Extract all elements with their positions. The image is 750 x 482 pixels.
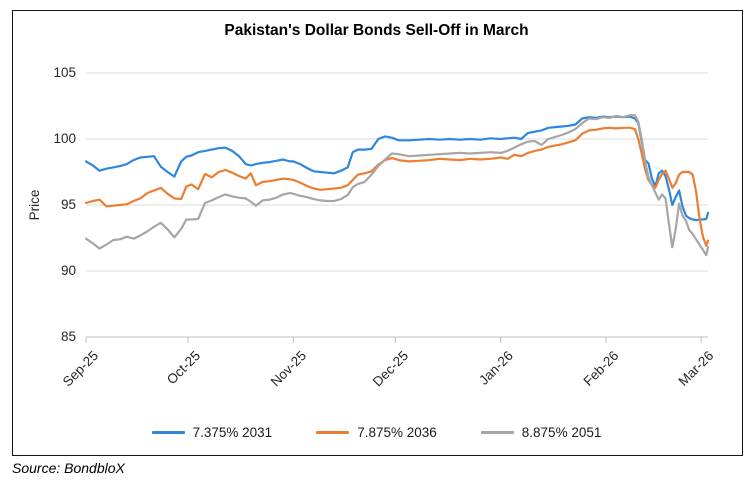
series-line-1 <box>84 115 710 222</box>
legend-item-2: 7.875% 2036 <box>316 425 437 440</box>
legend-label: 8.875% 2051 <box>521 425 602 440</box>
y-tick-label: 85 <box>60 329 76 344</box>
chart-title: Pakistan's Dollar Bonds Sell-Off in Marc… <box>224 22 529 39</box>
y-tick-label: 90 <box>60 263 76 278</box>
source-note: Source: BondbloX <box>12 460 125 476</box>
y-tick-label: 100 <box>53 131 76 146</box>
legend-label: 7.375% 2031 <box>192 425 273 440</box>
legend-line-marker <box>316 431 350 434</box>
legend-item-3: 8.875% 2051 <box>480 425 602 440</box>
y-tick-label: 105 <box>53 65 76 80</box>
series-line-2 <box>84 126 710 247</box>
legend-item-1: 7.375% 2031 <box>151 425 273 440</box>
y-tick-label: 95 <box>60 197 76 212</box>
chart-legend: 7.375% 2031 7.875% 2036 8.875% 2051 <box>12 425 741 440</box>
legend-line-marker <box>480 431 514 434</box>
legend-line-marker <box>151 431 185 434</box>
series-line-3 <box>84 114 710 257</box>
legend-label: 7.875% 2036 <box>357 425 437 440</box>
chart-border-box <box>12 10 743 456</box>
